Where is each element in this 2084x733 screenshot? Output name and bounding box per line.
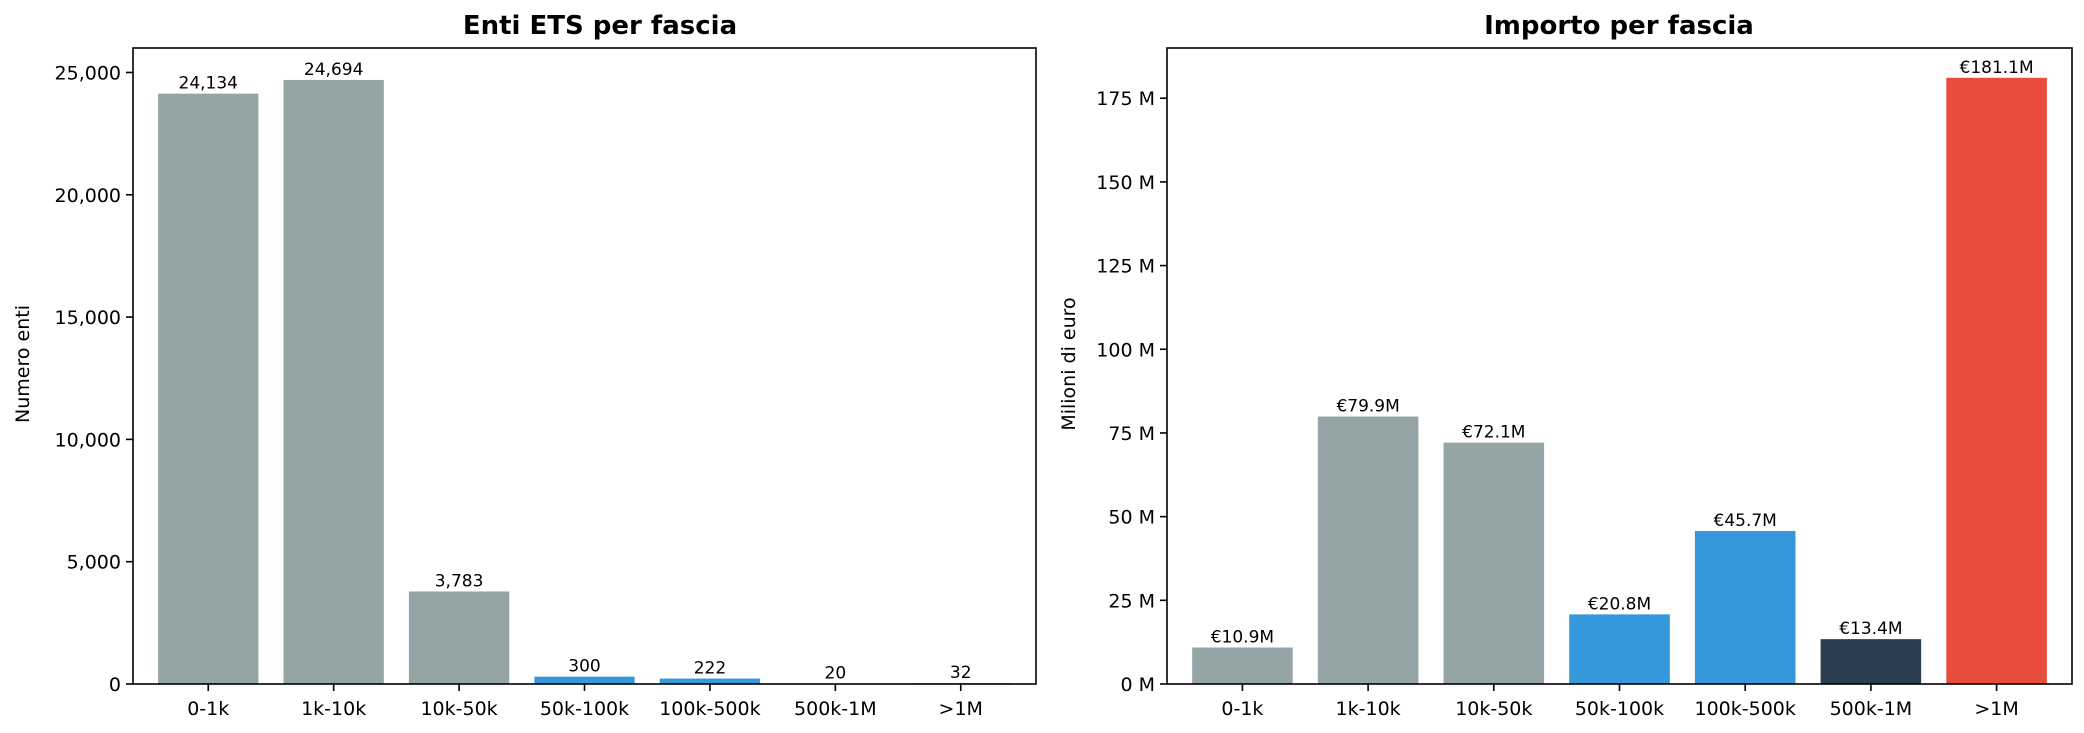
data-label: €72.1M <box>1462 423 1525 443</box>
bar <box>1694 531 1796 684</box>
x-tick-label: 50k-100k <box>540 698 629 720</box>
bar <box>1317 416 1419 684</box>
y-axis-ticks: 0 5,000 10,000 15,000 20,000 25,000 <box>55 62 133 696</box>
bar <box>1443 442 1545 684</box>
x-tick-label: 0-1k <box>1221 698 1263 720</box>
data-label: 3,783 <box>435 571 484 591</box>
data-label: 20 <box>825 664 847 684</box>
x-tick-label: 1k-10k <box>1336 698 1401 720</box>
data-label: 24,694 <box>304 60 363 80</box>
bar <box>534 676 635 684</box>
x-tick-label: 1k-10k <box>301 698 366 720</box>
x-axis-ticks: 0-1k 1k-10k 10k-50k 50k-100k 100k-500k 500k-1… <box>187 684 983 720</box>
data-label: €181.1M <box>1960 58 2034 78</box>
bar <box>659 678 761 684</box>
y-tick-label: 20,000 <box>55 185 121 207</box>
data-labels: 24,134 24,694 3,783 300 222 20 32 <box>179 60 972 684</box>
y-axis-label: Numero enti <box>12 305 34 423</box>
y-tick-label: 0 M <box>1120 674 1155 696</box>
bar <box>158 93 259 684</box>
x-tick-label: 100k-500k <box>659 698 760 720</box>
chart-title: Importo per fascia <box>1484 11 1754 41</box>
bars <box>158 79 1011 684</box>
data-label: €79.9M <box>1336 397 1399 417</box>
data-label: 222 <box>694 659 726 679</box>
chart-enti-ets: Enti ETS per fascia Numero enti 0 5,000 10… <box>12 11 1037 720</box>
x-tick-label: >1M <box>1974 698 2018 720</box>
y-tick-label: 100 M <box>1096 339 1155 361</box>
data-labels: €10.9M €79.9M €72.1M €20.8M €45.7M €13.4M €181… <box>1211 58 2034 648</box>
bars <box>1192 77 2047 685</box>
data-label: 24,134 <box>179 74 238 94</box>
bar <box>1946 77 2047 685</box>
x-tick-label: 0-1k <box>187 698 229 720</box>
bar <box>283 79 384 684</box>
x-tick-label: 50k-100k <box>1575 698 1664 720</box>
y-tick-label: 10,000 <box>55 429 121 451</box>
x-tick-label: 100k-500k <box>1694 698 1795 720</box>
bar <box>408 591 510 684</box>
y-tick-label: 75 M <box>1108 423 1155 445</box>
x-tick-label: 10k-50k <box>420 698 497 720</box>
y-tick-label: 25 M <box>1108 590 1155 612</box>
y-axis-ticks: 0 M 25 M 50 M 75 M 100 M 125 M 150 M 175 M <box>1096 88 1167 696</box>
data-label: €20.8M <box>1588 594 1651 614</box>
y-tick-label: 0 <box>109 674 121 696</box>
y-axis-label: Milioni di euro <box>1058 297 1080 430</box>
data-label: €45.7M <box>1714 511 1777 531</box>
x-axis-ticks: 0-1k 1k-10k 10k-50k 50k-100k 100k-500k 500k-1… <box>1221 684 2019 720</box>
x-tick-label: 10k-50k <box>1455 698 1532 720</box>
y-tick-label: 5,000 <box>67 552 121 574</box>
data-label: €10.9M <box>1211 628 1274 648</box>
data-label: 32 <box>950 663 972 683</box>
plot-frame <box>1166 47 2073 685</box>
y-tick-label: 125 M <box>1096 256 1155 278</box>
y-tick-label: 150 M <box>1096 172 1155 194</box>
y-tick-label: 50 M <box>1108 507 1155 529</box>
data-label: 300 <box>568 657 600 677</box>
bar <box>1820 639 1922 684</box>
plot-frame <box>132 47 1037 685</box>
chart-title: Enti ETS per fascia <box>463 11 737 41</box>
chart-importo: Importo per fascia Milioni di euro 0 M 25… <box>1058 11 2073 720</box>
bar <box>1569 614 1670 684</box>
bar <box>1192 647 1293 684</box>
x-tick-label: >1M <box>939 698 983 720</box>
y-tick-label: 175 M <box>1096 88 1155 110</box>
y-tick-label: 25,000 <box>55 62 121 84</box>
x-tick-label: 500k-1M <box>794 698 877 720</box>
x-tick-label: 500k-1M <box>1830 698 1913 720</box>
data-label: €13.4M <box>1839 619 1902 639</box>
y-tick-label: 15,000 <box>55 307 121 329</box>
